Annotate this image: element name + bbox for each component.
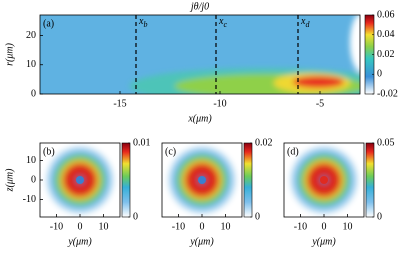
heatmap-image <box>40 143 120 217</box>
colorbar-tick-label: 0 <box>377 69 382 80</box>
heatmap-image <box>162 143 242 217</box>
colorbar-tick-label: 0.01 <box>133 137 151 148</box>
annotation-text: x <box>218 16 224 27</box>
chart-title: jθ/j0 <box>189 1 209 12</box>
heatmap-image <box>284 143 364 217</box>
x-tick-label: 0 <box>322 221 327 232</box>
x-tick-label: 0 <box>200 221 205 232</box>
y-tick-label: 20 <box>26 30 36 41</box>
colorbar-tick-label: 0.02 <box>377 49 395 60</box>
field <box>320 176 328 184</box>
annotation-text: x <box>300 16 306 27</box>
x-tick-label: -10 <box>50 221 63 232</box>
plot-frame <box>39 14 361 95</box>
panel-label: (d) <box>287 146 299 157</box>
annotation-label: xc <box>218 16 227 29</box>
colorbar-tick-label: 0.02 <box>255 137 273 148</box>
x-tick-label: 10 <box>343 221 353 232</box>
field <box>350 15 360 73</box>
colorbar-tick-label: 0 <box>255 211 260 222</box>
colorbar <box>365 142 375 218</box>
y-tick-label: 0 <box>31 174 36 185</box>
colorbar-tick-label: 0.04 <box>377 29 395 40</box>
panel-label: (b) <box>43 146 55 157</box>
x-tick-label: -5 <box>316 98 324 109</box>
x-axis-label: y(μm) <box>67 236 92 247</box>
x-tick-label: 10 <box>221 221 231 232</box>
y-axis-label: r(μm) <box>4 42 15 65</box>
x-axis-label: y(μm) <box>311 236 336 247</box>
x-tick-label: -15 <box>113 98 126 109</box>
field <box>198 176 206 184</box>
colorbar-tick-label: 0 <box>377 211 382 222</box>
panel-label: (a) <box>43 18 54 29</box>
x-tick-label: -10 <box>172 221 185 232</box>
panel-label: (c) <box>165 146 176 157</box>
x-axis-label: y(μm) <box>189 236 214 247</box>
annotation-label: xb <box>138 16 147 29</box>
y-tick-label: 0 <box>31 88 36 99</box>
annotation-sub: b <box>143 20 147 29</box>
x-tick-label: -10 <box>294 221 307 232</box>
x-axis-label: x(μm) <box>187 113 212 124</box>
heatmap-image <box>40 15 360 94</box>
x-tick-label: -10 <box>213 98 226 109</box>
annotation-label: xd <box>300 16 310 29</box>
field <box>76 176 84 184</box>
y-axis-label: z(μm) <box>4 168 15 192</box>
annotation-sub: d <box>305 20 310 29</box>
x-tick-label: 10 <box>99 221 109 232</box>
y-tick-label: -10 <box>23 194 36 205</box>
field <box>292 76 344 88</box>
x-tick-label: 0 <box>78 221 83 232</box>
annotation-text: x <box>138 16 144 27</box>
y-tick-label: 10 <box>26 155 36 166</box>
colorbar <box>121 142 131 218</box>
colorbar-tick-label: 0.05 <box>377 137 395 148</box>
y-tick-label: 10 <box>26 59 36 70</box>
colorbar-tick-label: 0.06 <box>377 9 395 20</box>
field-blobs <box>129 15 360 94</box>
colorbar-tick-label: -0.02 <box>377 88 398 99</box>
colorbar-tick-label: 0 <box>133 211 138 222</box>
annotation-sub: c <box>223 20 227 29</box>
colorbar <box>243 142 253 218</box>
